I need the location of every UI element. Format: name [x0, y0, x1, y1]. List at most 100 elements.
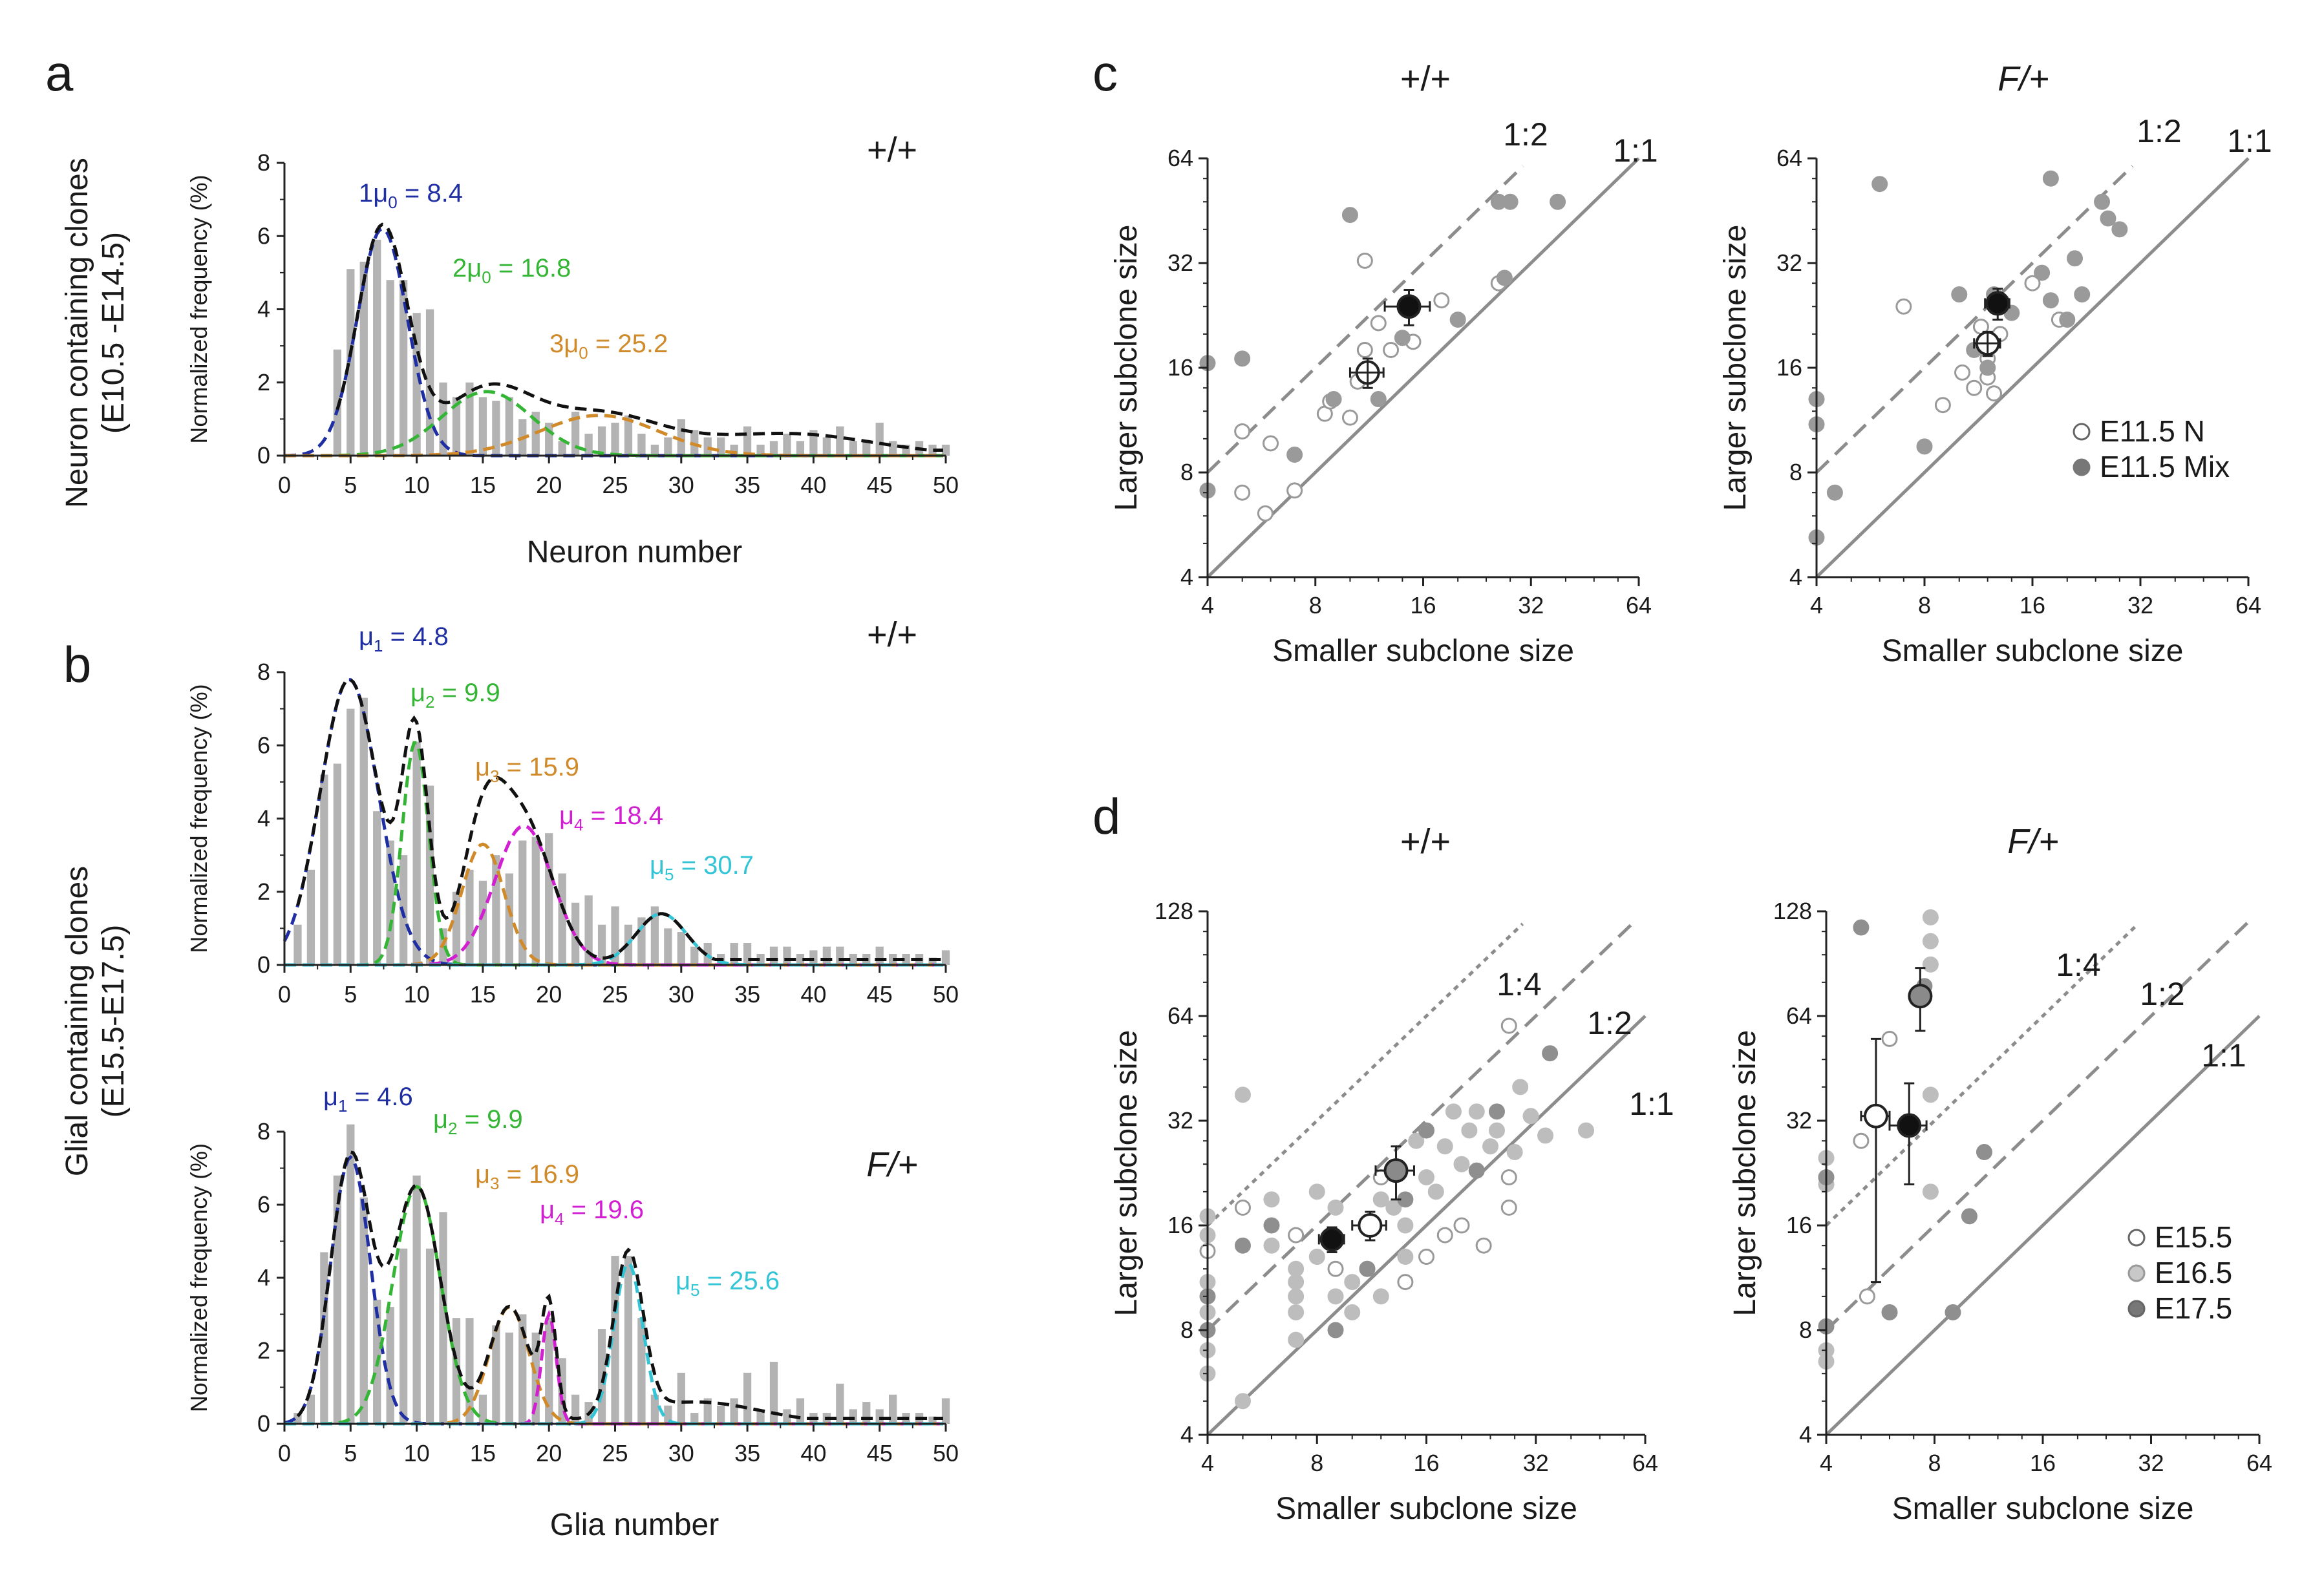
- point-e11.5-mix: [1341, 207, 1358, 224]
- component-label: 3μ0 = 25.2: [549, 330, 668, 363]
- component-label: μ5 = 25.6: [676, 1267, 780, 1300]
- y-axis-label-text: Normalized frequency (%): [186, 1143, 212, 1412]
- bar: [492, 401, 500, 456]
- bar: [505, 397, 513, 456]
- point-e16.5: [1308, 1249, 1325, 1265]
- mu-subscript: 4: [555, 1209, 564, 1229]
- bar: [518, 840, 527, 965]
- bar: [597, 924, 606, 965]
- bar: [822, 437, 831, 456]
- bar: [359, 261, 368, 456]
- y-tick-label: 8: [1799, 1317, 1812, 1343]
- bar: [703, 437, 712, 456]
- point-e11.5-mix: [1234, 350, 1251, 367]
- row-label-a-line: (E10.5 -E14.5): [96, 232, 131, 434]
- x-tick-label: 50: [933, 472, 959, 498]
- row-label-a: Neuron containing clones (E10.5 -E14.5): [60, 158, 131, 508]
- bar: [650, 445, 659, 456]
- bar: [889, 1394, 897, 1424]
- point-e11.5-mix: [1496, 270, 1513, 286]
- y-tick-label: 64: [1776, 145, 1802, 171]
- point-e16.5: [1427, 1183, 1444, 1200]
- y-tick-label: 32: [1776, 249, 1802, 276]
- x-tick-label: 20: [536, 1440, 562, 1466]
- y-tick-label: 4: [257, 805, 270, 832]
- point-e11.5-n: [1234, 484, 1251, 501]
- point-e11.5-mix: [1325, 391, 1342, 408]
- x-tick-label: 45: [867, 1440, 893, 1466]
- panel-letter-d: d: [1093, 788, 1120, 845]
- bar: [703, 1398, 712, 1424]
- bar: [756, 1409, 765, 1424]
- x-tick-label: 45: [867, 981, 893, 1008]
- y-tick-label: 64: [1167, 145, 1193, 171]
- y-tick-label: 6: [257, 732, 270, 758]
- y-tick-label: 6: [257, 222, 270, 249]
- point-e11.5-mix: [1951, 286, 1968, 303]
- y-tick-label: 8: [1180, 1317, 1193, 1343]
- mu-symbol: μ: [676, 1267, 690, 1295]
- point-e11.5-mix: [2042, 170, 2059, 187]
- mu-value: = 9.9: [458, 1105, 523, 1134]
- bar: [478, 880, 487, 965]
- point-e16.5: [1461, 1122, 1478, 1139]
- point-e11.5-n: [1934, 397, 1951, 414]
- point-e17.5: [1961, 1208, 1978, 1225]
- y-axis-label: Normalized frequency (%): [186, 1143, 212, 1412]
- bar: [346, 708, 355, 965]
- bar: [902, 954, 910, 965]
- mu-subscript: 3: [490, 1174, 499, 1193]
- mean-point: [1985, 291, 2010, 316]
- bar: [862, 1402, 871, 1424]
- x-tick-label: 4: [1201, 592, 1214, 619]
- y-tick-label: 16: [1786, 1212, 1812, 1238]
- point-e16.5: [1288, 1274, 1305, 1291]
- mu-value: = 18.4: [584, 801, 663, 830]
- bar: [306, 1394, 315, 1424]
- legend-label: E11.5 N: [2100, 414, 2205, 448]
- bar: [306, 869, 315, 965]
- ratio-label: 1:4: [2056, 947, 2101, 983]
- x-tick-label: 35: [734, 1440, 760, 1466]
- point-e16.5: [1372, 1191, 1389, 1208]
- ratio-line-1-1: [1206, 157, 1640, 578]
- y-axis-label: Normalized frequency (%): [186, 684, 212, 953]
- ratio-label: 1:2: [2140, 976, 2185, 1012]
- point-e16.5: [1418, 1169, 1434, 1186]
- point-e11.5-mix: [2094, 193, 2111, 210]
- y-tick-label: 8: [257, 149, 270, 176]
- bar: [717, 1405, 725, 1424]
- bar: [650, 906, 659, 965]
- bar: [452, 1318, 461, 1424]
- point-e11.5-n: [1383, 341, 1400, 358]
- point-e16.5: [1308, 1183, 1325, 1200]
- bar: [412, 1175, 421, 1424]
- point-e16.5: [1327, 1288, 1344, 1305]
- x-tick-label: 16: [2030, 1450, 2056, 1476]
- mean-point: [1897, 1113, 1922, 1138]
- mu-subscript: 0: [482, 268, 491, 287]
- bar: [386, 280, 394, 456]
- ratio-line-1-1: [1815, 157, 2250, 578]
- bar: [769, 946, 778, 965]
- point-e11.5-mix: [1826, 484, 1843, 501]
- envelope-fit: [296, 678, 943, 961]
- point-e17.5: [1468, 1162, 1485, 1179]
- point-e11.5-n: [1986, 385, 2003, 402]
- x-tick-label: 8: [1309, 592, 1322, 619]
- bar: [836, 426, 844, 456]
- point-e15.5: [1327, 1260, 1344, 1277]
- point-e15.5: [1475, 1237, 1492, 1254]
- x-tick-label: 25: [602, 1440, 628, 1466]
- x-tick-label: 0: [278, 981, 291, 1008]
- scatter-c-wt: 1:1 1:2 4 8 16 32 64 4 8 16 32 64 Smaller subclone s…: [1109, 59, 1658, 668]
- y-tick-label: 6: [257, 1191, 270, 1218]
- chart-title: F/+: [1998, 59, 2049, 98]
- bar: [452, 397, 461, 456]
- legend-marker: [2073, 423, 2091, 441]
- y-tick-label: 0: [257, 442, 270, 469]
- point-e11.5-n: [1356, 341, 1373, 358]
- bar: [730, 1398, 738, 1424]
- point-e16.5: [1922, 1086, 1939, 1103]
